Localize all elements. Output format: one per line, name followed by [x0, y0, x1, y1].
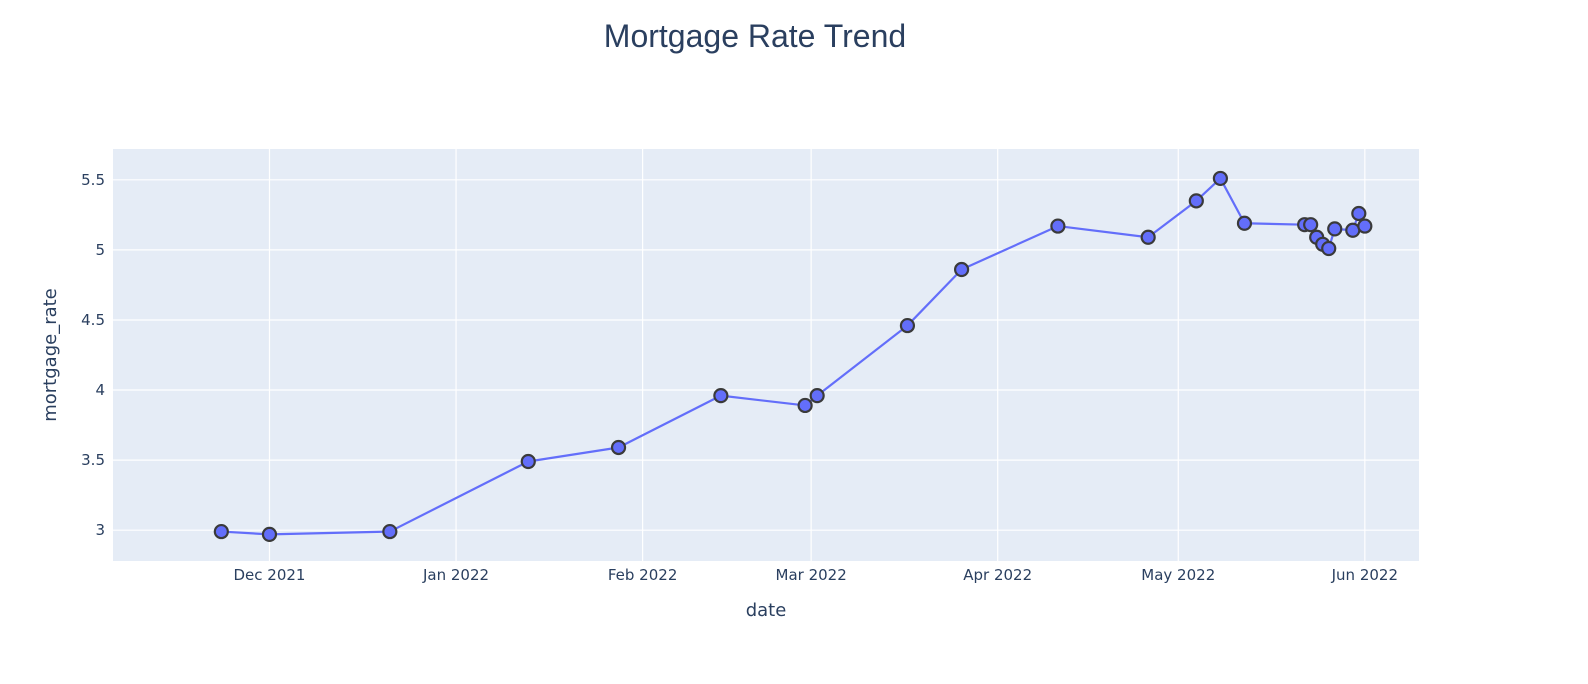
x-axis-title: date — [746, 600, 787, 621]
x-gridlines — [268, 149, 1366, 561]
data-point — [610, 439, 627, 456]
data-point — [1236, 215, 1253, 231]
x-tick-label: Apr 2022 — [963, 566, 1032, 584]
chart-title: Mortgage Rate Trend — [603, 18, 907, 54]
data-point — [1188, 193, 1204, 209]
y-tick-label: 5 — [95, 241, 105, 259]
data-point — [1351, 205, 1367, 222]
x-tick-label: May 2022 — [1141, 566, 1215, 584]
x-tick-label: Jun 2022 — [1331, 566, 1398, 584]
data-point — [797, 397, 813, 414]
data-point — [1140, 229, 1156, 245]
data-point — [1327, 221, 1343, 237]
data-point — [213, 523, 229, 540]
data-point — [953, 261, 970, 278]
data-point — [1050, 218, 1066, 234]
data-point — [1357, 218, 1373, 234]
data-point — [713, 388, 729, 404]
plot-background — [113, 149, 1419, 561]
data-point — [261, 526, 278, 542]
y-tick-label: 4.5 — [81, 311, 105, 329]
data-point — [382, 523, 398, 540]
y-tick-label: 4 — [95, 381, 105, 399]
y-axis-title: mortgage_rate — [40, 288, 61, 422]
x-tick-labels: Dec 2021 Jan 2022 Feb 2022 Mar 2022 Apr 2022… — [233, 566, 1398, 584]
data-point — [1303, 217, 1319, 233]
data-point — [809, 388, 825, 404]
x-tick-label: Feb 2022 — [608, 566, 678, 584]
y-gridlines — [113, 179, 1419, 531]
data-point — [520, 453, 536, 470]
y-tick-label: 3 — [95, 521, 105, 539]
y-tick-label: 3.5 — [81, 451, 105, 469]
x-tick-label: Jan 2022 — [422, 566, 489, 584]
y-tick-labels: 3 3.5 4 4.5 5 5.5 — [81, 171, 105, 539]
data-point — [1321, 240, 1337, 257]
y-tick-label: 5.5 — [81, 171, 105, 189]
series-points — [213, 170, 1373, 542]
x-tick-label: Mar 2022 — [776, 566, 847, 584]
data-point — [899, 317, 916, 334]
x-tick-label: Dec 2021 — [233, 566, 305, 584]
data-point — [1212, 170, 1228, 187]
